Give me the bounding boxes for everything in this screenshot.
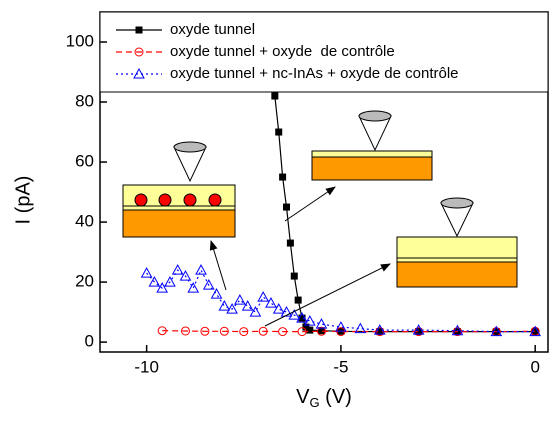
marker bbox=[283, 203, 291, 211]
marker bbox=[297, 327, 307, 337]
tip-top bbox=[440, 197, 474, 209]
marker bbox=[133, 67, 145, 79]
nanocrystal bbox=[183, 193, 197, 207]
marker bbox=[290, 272, 298, 280]
marker bbox=[335, 321, 347, 332]
marker bbox=[412, 324, 425, 335]
marker bbox=[218, 300, 231, 311]
arrow bbox=[284, 186, 336, 222]
inset-layer bbox=[311, 156, 433, 181]
marker bbox=[316, 326, 326, 336]
arrow bbox=[264, 263, 391, 327]
marker bbox=[195, 264, 207, 275]
legend-entries: oxyde tunnel oxyde tunnel + oxyde de cont… bbox=[116, 21, 459, 82]
legend-label: oxyde tunnel bbox=[170, 21, 255, 38]
marker bbox=[241, 300, 254, 311]
marker bbox=[157, 326, 167, 336]
marker bbox=[202, 279, 215, 290]
inset-layer bbox=[122, 209, 236, 238]
marker bbox=[529, 325, 542, 337]
series-layer bbox=[140, 92, 542, 337]
marker bbox=[302, 323, 310, 331]
marker bbox=[286, 239, 294, 247]
marker bbox=[451, 324, 464, 336]
marker bbox=[317, 327, 325, 335]
nanocrystal bbox=[134, 193, 148, 207]
marker bbox=[156, 282, 169, 293]
tip-top bbox=[173, 141, 207, 153]
marker bbox=[296, 312, 308, 323]
marker bbox=[239, 327, 249, 337]
x-axis-label: VG (V) bbox=[296, 386, 352, 410]
marker bbox=[354, 322, 367, 334]
inset-layer bbox=[396, 257, 518, 263]
marker bbox=[336, 327, 346, 337]
x-tick-label: 0 bbox=[530, 357, 539, 376]
marker bbox=[171, 264, 184, 275]
marker bbox=[249, 306, 262, 317]
y-tick-label: 40 bbox=[75, 212, 94, 231]
insets bbox=[122, 110, 518, 327]
marker bbox=[288, 309, 301, 320]
y-tick-label: 20 bbox=[75, 272, 94, 291]
marker bbox=[226, 303, 238, 314]
legend bbox=[99, 11, 549, 93]
marker bbox=[200, 326, 210, 336]
marker bbox=[278, 327, 288, 337]
marker bbox=[490, 325, 503, 337]
marker bbox=[303, 315, 316, 326]
x-tick-label: -5 bbox=[333, 357, 348, 376]
marker bbox=[135, 26, 143, 34]
y-tick-label: 0 bbox=[85, 332, 94, 351]
marker bbox=[179, 270, 192, 281]
marker bbox=[187, 282, 200, 293]
marker bbox=[452, 327, 462, 337]
nanocrystal bbox=[208, 193, 222, 207]
marker bbox=[180, 326, 190, 336]
x-tick-label: -10 bbox=[134, 357, 159, 376]
marker bbox=[275, 128, 283, 136]
marker bbox=[280, 306, 293, 317]
marker bbox=[140, 267, 153, 278]
marker bbox=[219, 326, 229, 336]
legend-label: oxyde tunnel + oxyde de contrôle bbox=[170, 43, 395, 60]
marker bbox=[294, 296, 302, 304]
marker bbox=[272, 303, 285, 314]
marker bbox=[373, 324, 386, 335]
nanocrystal bbox=[158, 193, 172, 207]
marker bbox=[148, 276, 161, 287]
marker bbox=[279, 173, 287, 181]
series-line bbox=[274, 95, 536, 333]
marker bbox=[271, 92, 279, 100]
series-line bbox=[162, 330, 536, 333]
inset-layer bbox=[396, 261, 518, 288]
marker bbox=[210, 288, 223, 299]
inset-layer bbox=[396, 236, 518, 259]
marker bbox=[265, 297, 277, 308]
marker bbox=[306, 326, 314, 334]
legend-label: oxyde tunnel + nc-InAs + oxyde de contrô… bbox=[170, 65, 459, 82]
marker bbox=[415, 328, 423, 336]
tip-top bbox=[358, 110, 392, 122]
marker bbox=[134, 47, 144, 57]
y-tick-label: 60 bbox=[75, 152, 94, 171]
marker bbox=[298, 314, 306, 322]
y-tick-label: 80 bbox=[75, 92, 94, 111]
marker bbox=[376, 328, 384, 336]
y-tick-label: 100 bbox=[66, 31, 94, 50]
inset-layer bbox=[311, 150, 433, 158]
marker bbox=[257, 291, 270, 302]
marker bbox=[258, 326, 268, 336]
marker bbox=[164, 276, 176, 287]
y-axis-label: I (pA) bbox=[12, 176, 34, 225]
marker bbox=[234, 294, 246, 305]
arrow bbox=[209, 240, 227, 291]
marker bbox=[315, 318, 328, 329]
